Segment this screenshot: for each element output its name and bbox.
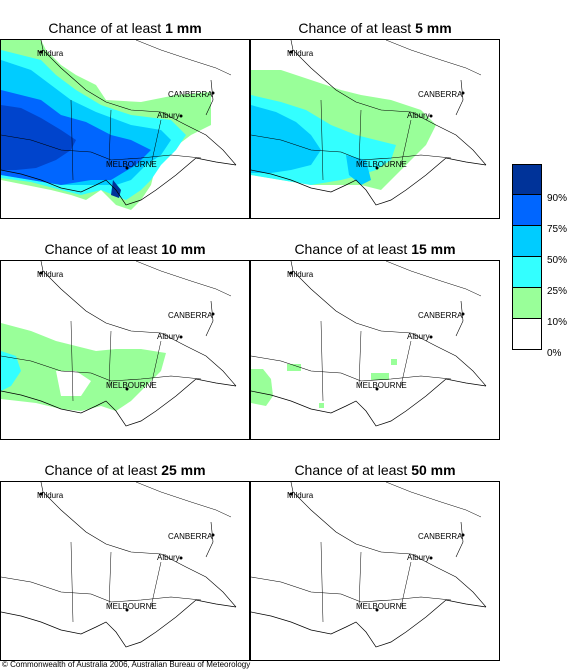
- place-canberra: CANBERRA: [168, 311, 213, 320]
- place-canberra: CANBERRA: [168, 532, 213, 541]
- map-10mm: Mildura CANBERRA Albury MELBOURNE: [0, 260, 250, 440]
- place-mildura: Mildura: [287, 270, 314, 279]
- place-canberra: CANBERRA: [418, 311, 463, 320]
- panel-title-prefix: Chance of at least: [294, 462, 412, 478]
- place-canberra: CANBERRA: [168, 90, 213, 99]
- place-canberra: CANBERRA: [418, 90, 463, 99]
- copyright-notice: © Commonwealth of Australia 2006, Austra…: [2, 660, 251, 669]
- probability-legend: [512, 164, 542, 350]
- panel-title-amount: 15 mm: [411, 241, 456, 257]
- place-melbourne: MELBOURNE: [106, 381, 157, 390]
- place-albury: Albury: [407, 111, 430, 120]
- map-25mm-graphic: Mildura CANBERRA Albury MELBOURNE: [1, 482, 237, 648]
- place-albury: Albury: [157, 111, 180, 120]
- panel-title-prefix: Chance of at least: [298, 20, 416, 36]
- place-mildura: Mildura: [287, 49, 314, 58]
- panel-title-amount: 5 mm: [415, 20, 452, 36]
- place-mildura: Mildura: [37, 491, 64, 500]
- place-albury: Albury: [407, 553, 430, 562]
- map-50mm: Mildura CANBERRA Albury MELBOURNE: [250, 481, 500, 661]
- place-melbourne: MELBOURNE: [356, 602, 407, 611]
- panel-title-amount: 50 mm: [411, 462, 456, 478]
- place-albury: Albury: [157, 332, 180, 341]
- map-10mm-graphic: Mildura CANBERRA Albury MELBOURNE: [1, 261, 237, 427]
- panel-title-15mm: Chance of at least 15 mm: [250, 241, 500, 257]
- legend-swatch-50: [512, 226, 542, 257]
- panel-title-amount: 1 mm: [165, 20, 202, 36]
- place-melbourne: MELBOURNE: [106, 602, 157, 611]
- legend-swatch-0: [512, 319, 542, 350]
- legend-label-75: 75%: [547, 224, 568, 235]
- panel-title-amount: 10 mm: [161, 241, 206, 257]
- map-15mm: Mildura CANBERRA Albury MELBOURNE: [250, 260, 500, 440]
- panel-title-5mm: Chance of at least 5 mm: [250, 20, 500, 36]
- place-albury: Albury: [407, 332, 430, 341]
- legend-label-10: 10%: [547, 317, 568, 328]
- panel-title-prefix: Chance of at least: [44, 241, 162, 257]
- legend-label-50: 50%: [547, 255, 568, 266]
- place-melbourne: MELBOURNE: [356, 160, 407, 169]
- place-mildura: Mildura: [37, 270, 64, 279]
- map-25mm: Mildura CANBERRA Albury MELBOURNE: [0, 481, 250, 661]
- panel-title-prefix: Chance of at least: [48, 20, 166, 36]
- map-50mm-graphic: Mildura CANBERRA Albury MELBOURNE: [251, 482, 487, 648]
- panel-title-prefix: Chance of at least: [294, 241, 412, 257]
- panel-title-amount: 25 mm: [161, 462, 206, 478]
- legend-swatch-90: [512, 164, 542, 195]
- place-albury: Albury: [157, 553, 180, 562]
- map-1mm: Mildura CANBERRA Albury MELBOURNE: [0, 39, 250, 219]
- place-melbourne: MELBOURNE: [106, 160, 157, 169]
- place-melbourne: MELBOURNE: [356, 381, 407, 390]
- panel-title-1mm: Chance of at least 1 mm: [0, 20, 250, 36]
- panel-title-10mm: Chance of at least 10 mm: [0, 241, 250, 257]
- map-15mm-graphic: Mildura CANBERRA Albury MELBOURNE: [251, 261, 487, 427]
- map-5mm: Mildura CANBERRA Albury MELBOURNE: [250, 39, 500, 219]
- map-1mm-graphic: Mildura CANBERRA Albury MELBOURNE: [1, 40, 237, 210]
- place-mildura: Mildura: [287, 491, 314, 500]
- panel-title-prefix: Chance of at least: [44, 462, 162, 478]
- panel-title-50mm: Chance of at least 50 mm: [250, 462, 500, 478]
- legend-swatch-25: [512, 257, 542, 288]
- legend-label-90: 90%: [547, 193, 568, 204]
- map-5mm-graphic: Mildura CANBERRA Albury MELBOURNE: [251, 40, 487, 206]
- legend-label-0: 0%: [547, 348, 562, 359]
- place-mildura: Mildura: [37, 49, 64, 58]
- panel-title-25mm: Chance of at least 25 mm: [0, 462, 250, 478]
- legend-swatch-10: [512, 288, 542, 319]
- legend-label-25: 25%: [547, 286, 568, 297]
- legend-swatch-75: [512, 195, 542, 226]
- place-canberra: CANBERRA: [418, 532, 463, 541]
